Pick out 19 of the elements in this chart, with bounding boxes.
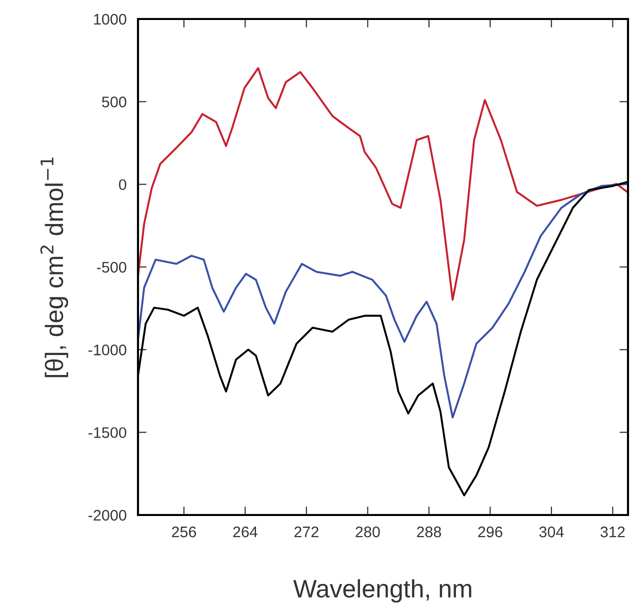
y-tick-label: -500 <box>96 262 126 273</box>
x-tick-label: 312 <box>600 526 625 538</box>
x-axis-title: Wavelength, nm <box>293 579 472 603</box>
x-tick-label: 272 <box>294 526 318 538</box>
x-tick-label: 256 <box>172 526 196 538</box>
line-series <box>138 67 628 301</box>
x-tick-label: 304 <box>539 526 564 538</box>
y-tick-label: -1500 <box>88 427 126 438</box>
y-tick-label: -2000 <box>88 510 126 521</box>
y-axis-title: [θ], deg cm$^{2}$ dmol$^{−1}$ <box>40 158 68 378</box>
y-tick-label: 0 <box>118 179 126 190</box>
line-series <box>138 183 628 418</box>
y-tick-label: 1000 <box>94 14 126 25</box>
x-tick-label: 280 <box>356 526 380 538</box>
x-tick-label: 264 <box>233 526 258 538</box>
y-tick-label: -1000 <box>88 344 126 356</box>
y-tick-label: 500 <box>102 96 126 108</box>
x-tick-label: 288 <box>416 526 442 538</box>
x-tick-label: 296 <box>478 526 502 538</box>
